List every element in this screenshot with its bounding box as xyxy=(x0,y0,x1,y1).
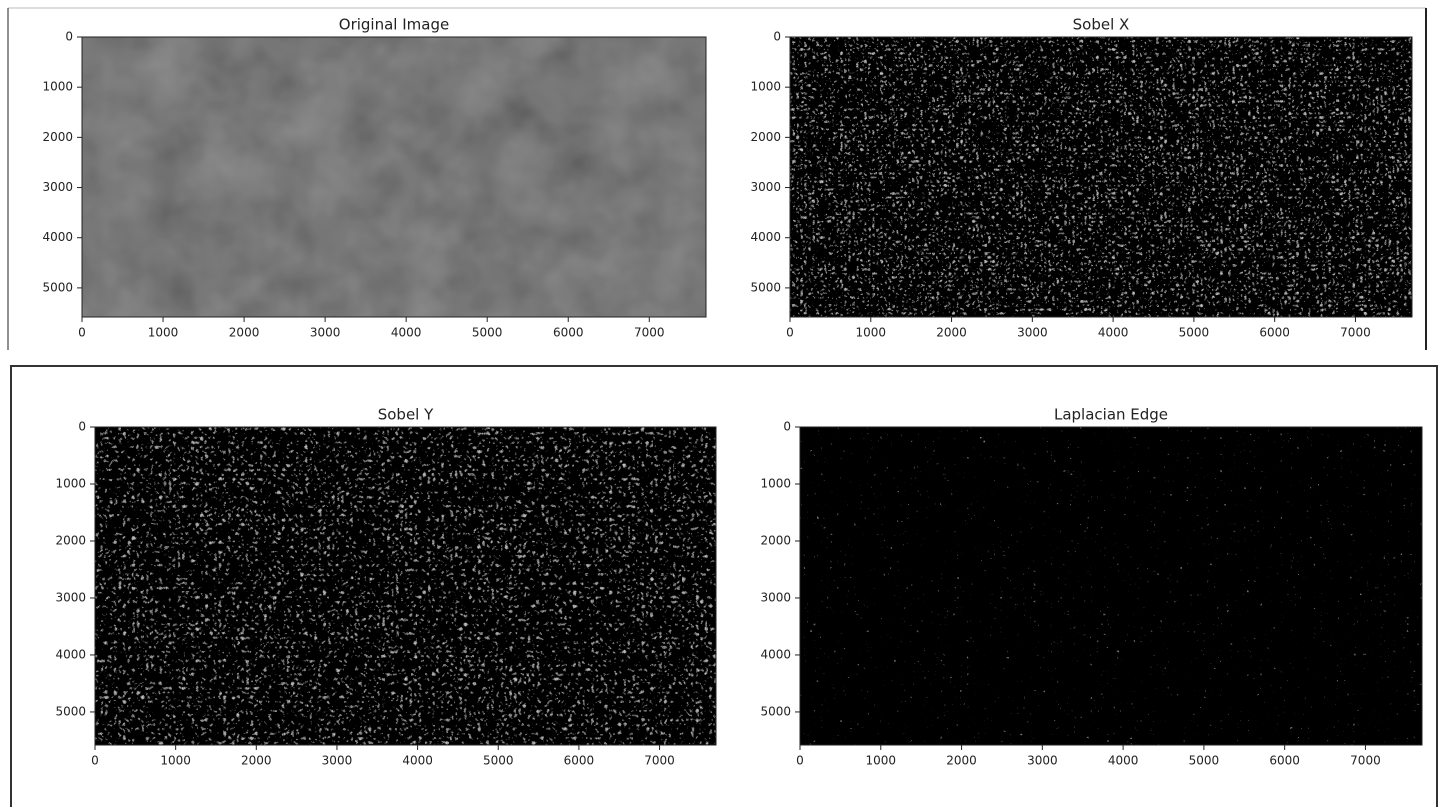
y-tick-label: 1000 xyxy=(55,476,86,490)
x-tick-label: 7000 xyxy=(634,326,665,340)
y-tick-label: 2000 xyxy=(55,533,86,547)
y-tick-label: 2000 xyxy=(42,130,73,144)
y-tick-label: 2000 xyxy=(760,533,791,547)
y-tick-label: 2000 xyxy=(750,130,781,144)
figure: Original Image 0 1000 2000 3000 4000 5000 6000 7… xyxy=(0,0,1440,807)
x-tick-label: 2000 xyxy=(229,326,260,340)
x-tick-label: 0 xyxy=(91,754,99,768)
x-tick-label: 5000 xyxy=(472,326,503,340)
x-tick-label: 5000 xyxy=(1179,326,1210,340)
y-tick-label: 3000 xyxy=(42,180,73,194)
x-tick-label: 3000 xyxy=(322,754,353,768)
y-tick-label: 5000 xyxy=(55,704,86,718)
x-tick-label: 2000 xyxy=(936,326,967,340)
x-tick-label: 6000 xyxy=(553,326,584,340)
y-tick-label: 0 xyxy=(65,30,73,44)
y-tick-label: 4000 xyxy=(42,230,73,244)
x-tick-label: 6000 xyxy=(1259,326,1290,340)
y-tick-label: 5000 xyxy=(42,280,73,294)
x-tick-label: 5000 xyxy=(483,754,514,768)
x-tick-label: 6000 xyxy=(1269,754,1300,768)
axes-title: Original Image xyxy=(339,16,449,34)
axes-title: Sobel Y xyxy=(378,406,434,424)
x-tick-label: 4000 xyxy=(402,754,433,768)
x-tick-label: 2000 xyxy=(946,754,977,768)
x-tick-label: 7000 xyxy=(1350,754,1381,768)
axes-title: Sobel X xyxy=(1073,16,1130,34)
x-tick-label: 3000 xyxy=(1027,754,1058,768)
x-tick-label: 3000 xyxy=(310,326,341,340)
x-tick-label: 5000 xyxy=(1189,754,1220,768)
x-tick-label: 4000 xyxy=(1108,754,1139,768)
y-tick-label: 5000 xyxy=(760,704,791,718)
y-tick-label: 0 xyxy=(78,420,86,434)
image-texture xyxy=(95,427,716,745)
image-texture xyxy=(790,37,1412,317)
x-tick-label: 1000 xyxy=(856,326,887,340)
x-tick-label: 4000 xyxy=(391,326,422,340)
y-tick-label: 4000 xyxy=(760,647,791,661)
x-tick-label: 0 xyxy=(78,326,86,340)
y-tick-label: 1000 xyxy=(760,476,791,490)
y-tick-label: 1000 xyxy=(750,80,781,94)
y-tick-label: 1000 xyxy=(42,80,73,94)
y-tick-label: 4000 xyxy=(750,230,781,244)
x-tick-label: 4000 xyxy=(1098,326,1129,340)
x-tick-label: 2000 xyxy=(241,754,272,768)
x-tick-label: 1000 xyxy=(148,326,179,340)
x-tick-label: 0 xyxy=(786,326,794,340)
x-tick-label: 3000 xyxy=(1017,326,1048,340)
y-tick-label: 5000 xyxy=(750,280,781,294)
image-texture xyxy=(800,427,1422,745)
axes-title: Laplacian Edge xyxy=(1054,406,1168,424)
y-tick-label: 3000 xyxy=(760,590,791,604)
x-tick-label: 7000 xyxy=(1340,326,1371,340)
image-texture xyxy=(82,37,706,317)
y-tick-label: 4000 xyxy=(55,647,86,661)
y-tick-label: 0 xyxy=(783,420,791,434)
x-tick-label: 6000 xyxy=(564,754,595,768)
y-tick-label: 0 xyxy=(773,30,781,44)
x-tick-label: 1000 xyxy=(160,754,191,768)
y-tick-label: 3000 xyxy=(55,590,86,604)
x-tick-label: 1000 xyxy=(866,754,897,768)
x-tick-label: 0 xyxy=(796,754,804,768)
y-tick-label: 3000 xyxy=(750,180,781,194)
x-tick-label: 7000 xyxy=(644,754,675,768)
